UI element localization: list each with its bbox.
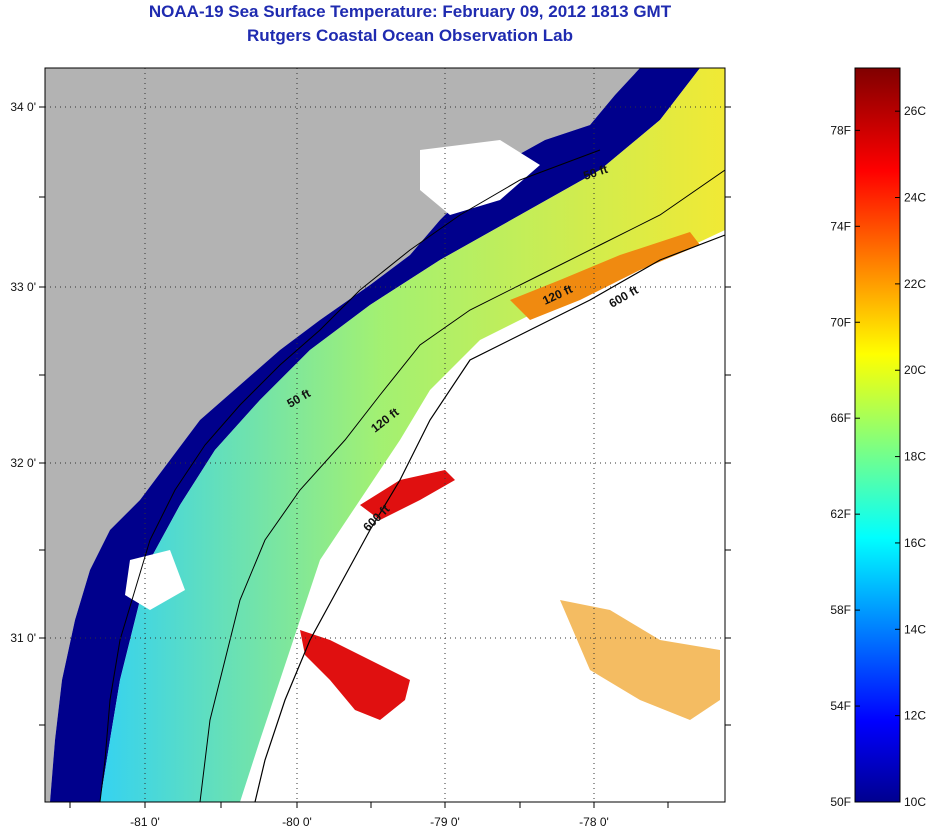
axis-ticks <box>39 106 731 808</box>
lat-tick-label: 31 0' <box>10 631 36 645</box>
map-title: NOAA-19 Sea Surface Temperature: Februar… <box>148 2 672 21</box>
isobath-50ft <box>99 149 601 802</box>
lon-tick-label: -81 0' <box>130 815 160 829</box>
lat-tick-label: 34 0' <box>10 100 36 114</box>
lat-tick-label: 33 0' <box>10 280 36 294</box>
warm-water-patch <box>510 232 700 320</box>
shelf-water <box>100 68 725 802</box>
isobath-120ft <box>199 169 725 802</box>
cloud-mask <box>420 140 540 215</box>
cloud-mask <box>125 550 185 610</box>
warm-water-patch <box>560 600 720 720</box>
map-subtitle: Rutgers Coastal Ocean Observation Lab <box>247 26 573 45</box>
lon-tick-label: -79 0' <box>430 815 460 829</box>
warm-water-patch <box>300 630 410 720</box>
map-frame-border <box>44 67 726 803</box>
isobath-600ft <box>254 234 725 802</box>
land-area <box>45 68 640 802</box>
lon-tick-label: -80 0' <box>282 815 312 829</box>
graticule <box>45 68 725 802</box>
lon-tick-label: -78 0' <box>579 815 609 829</box>
lat-tick-label: 32 0' <box>10 456 36 470</box>
